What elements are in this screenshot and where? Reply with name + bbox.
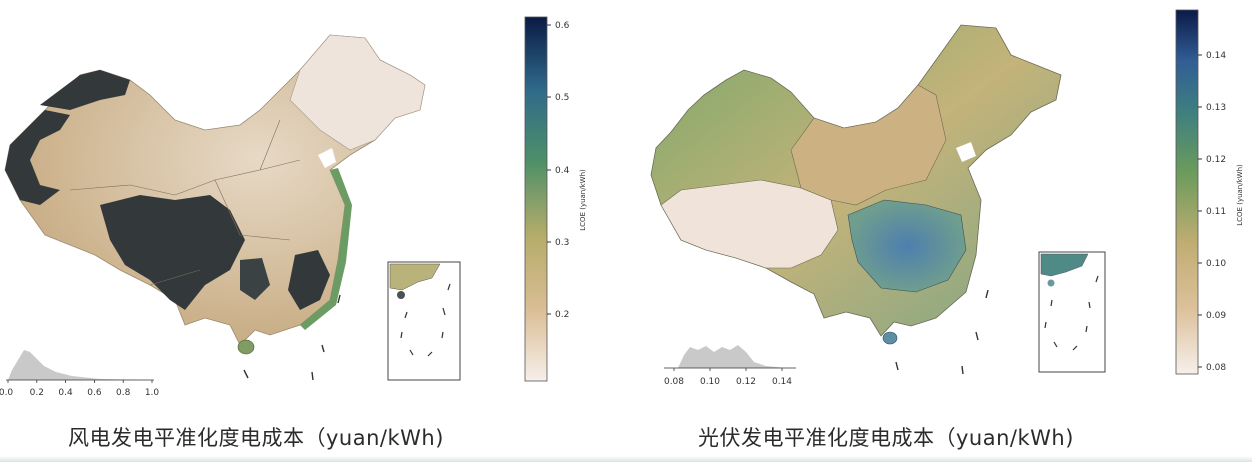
solar-lcoe-panel: 0.08 0.10 0.12 0.14 0.08 0.09 0.10 0.11 … — [626, 0, 1252, 462]
solar-inset-dashes — [1044, 275, 1099, 351]
solar-colorbar-ticks: 0.08 0.09 0.10 0.11 0.12 0.13 0.14 — [1198, 51, 1226, 373]
wind-histogram — [8, 350, 152, 380]
wind-nine-dash-line — [243, 294, 341, 381]
wind-hist-tick-label: 0.8 — [116, 388, 131, 398]
wind-inset-hainan — [397, 291, 405, 299]
wind-dark-zone-tibet — [100, 195, 245, 310]
solar-hist-tick-label: 0.08 — [664, 377, 684, 387]
bottom-edge-fade — [0, 456, 1252, 462]
wind-colorbar — [524, 16, 548, 382]
solar-colorbar-tick-label: 0.08 — [1206, 363, 1226, 373]
wind-inset-coast — [389, 263, 441, 291]
wind-colorbar-ticks: 0.2 0.3 0.4 0.5 0.6 — [547, 21, 570, 320]
solar-inset-hainan — [1047, 279, 1055, 287]
solar-colorbar-tick-label: 0.12 — [1206, 155, 1226, 165]
solar-bohai-sea — [956, 142, 976, 162]
solar-colorbar-label: LCOE (yuan/kWh) — [1236, 164, 1244, 226]
solar-histogram — [678, 345, 786, 368]
solar-colorbar-tick-label: 0.10 — [1206, 259, 1226, 269]
solar-central-region — [790, 84, 947, 206]
wind-colorbar-label: LCOE (yuan/kWh) — [579, 169, 587, 231]
solar-inset-coast — [1040, 253, 1089, 277]
wind-bohai-sea — [318, 148, 336, 168]
wind-hist-tick-label: 1.0 — [145, 388, 160, 398]
wind-colorbar-tick-label: 0.3 — [555, 238, 569, 248]
wind-dark-zone-south — [240, 258, 270, 300]
wind-map-figure: 0.0 0.2 0.4 0.6 0.8 1.0 0.2 0.3 0.4 0.5 … — [0, 16, 587, 398]
solar-map-figure: 0.08 0.10 0.12 0.14 0.08 0.09 0.10 0.11 … — [650, 9, 1244, 387]
solar-colorbar — [1175, 9, 1199, 375]
wind-dark-zone-west — [40, 70, 130, 110]
solar-colorbar-tick-label: 0.14 — [1206, 51, 1226, 61]
wind-hist-tick-label: 0.6 — [87, 388, 102, 398]
wind-dark-zone-northwest — [5, 110, 70, 205]
wind-hist-tick-label: 0.0 — [0, 388, 13, 398]
solar-histogram-ticks: 0.08 0.10 0.12 0.14 — [664, 368, 792, 387]
solar-hist-tick-label: 0.14 — [772, 377, 792, 387]
solar-tibet-region — [660, 179, 839, 269]
wind-hist-tick-label: 0.4 — [58, 388, 73, 398]
wind-province-lines — [69, 119, 301, 286]
wind-hainan-island — [237, 339, 255, 355]
solar-southeast-low-radiation — [847, 199, 967, 293]
wind-colorbar-tick-label: 0.2 — [555, 310, 569, 320]
wind-colorbar-tick-label: 0.4 — [555, 166, 570, 176]
wind-colorbar-tick-label: 0.5 — [555, 93, 569, 103]
wind-inset-dashes — [400, 283, 451, 357]
wind-histogram-ticks: 0.0 0.2 0.4 0.6 0.8 1.0 — [0, 380, 159, 398]
solar-colorbar-tick-label: 0.09 — [1206, 311, 1226, 321]
wind-northeast-region — [289, 34, 426, 151]
wind-caption: 风电发电平准化度电成本（yuan/kWh) — [68, 426, 444, 450]
solar-colorbar-tick-label: 0.11 — [1206, 207, 1226, 217]
wind-dark-zone-southeast — [288, 250, 330, 310]
wind-hist-tick-label: 0.2 — [30, 388, 44, 398]
solar-hist-tick-label: 0.12 — [736, 377, 756, 387]
solar-hist-tick-label: 0.10 — [700, 377, 720, 387]
wind-colorbar-tick-label: 0.6 — [555, 21, 570, 31]
wind-coastal-strip — [300, 168, 352, 330]
solar-hainan-island — [882, 331, 898, 345]
solar-caption: 光伏发电平准化度电成本（yuan/kWh) — [698, 426, 1074, 450]
wind-lcoe-panel: 0.0 0.2 0.4 0.6 0.8 1.0 0.2 0.3 0.4 0.5 … — [0, 16, 587, 450]
solar-nine-dash-line — [895, 289, 989, 375]
solar-colorbar-tick-label: 0.13 — [1206, 103, 1226, 113]
